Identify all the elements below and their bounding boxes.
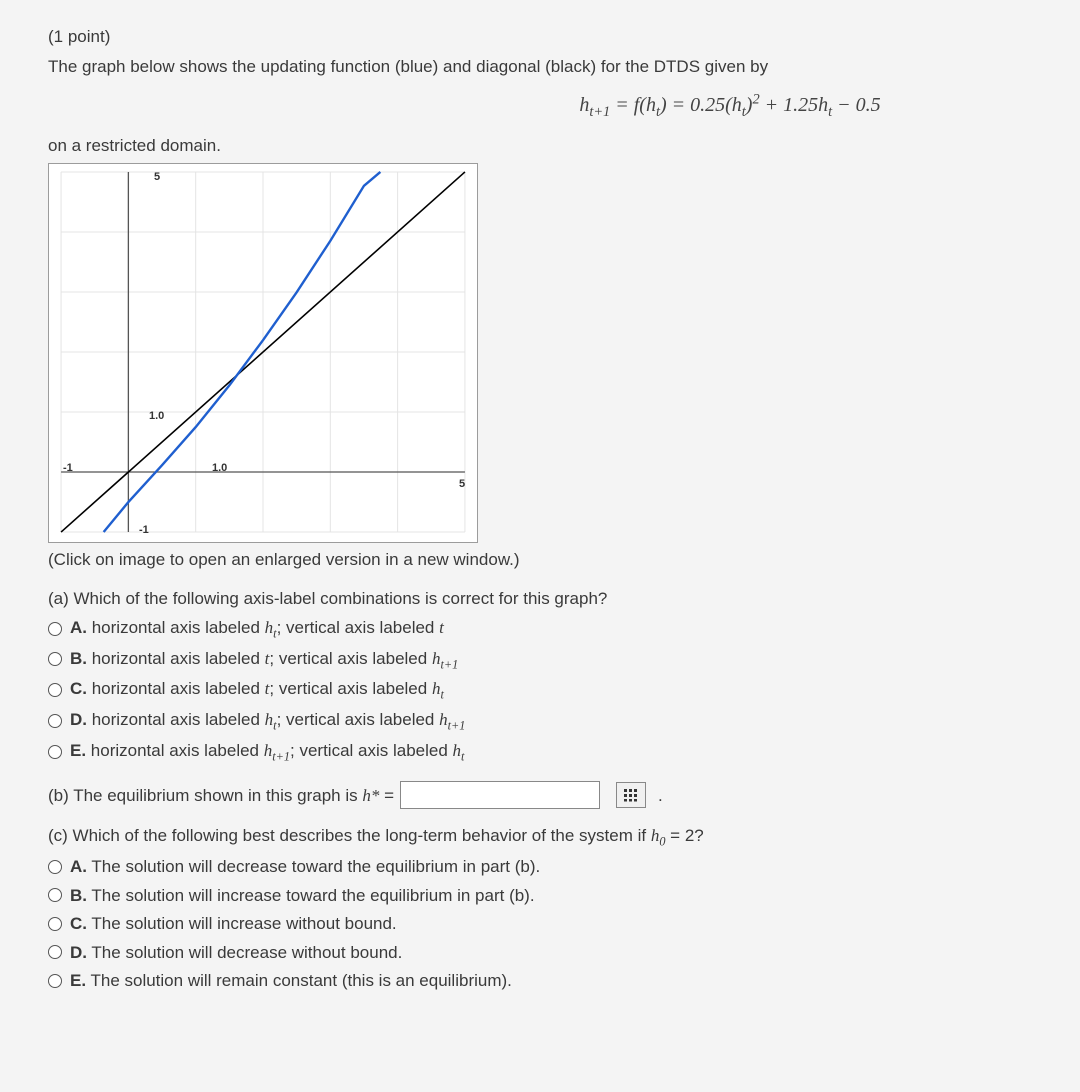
cobweb-chart[interactable]: 5 1.0 -1 1.0 5 -1 [48,163,478,543]
option-c-B[interactable]: B. The solution will increase toward the… [48,883,1032,909]
option-a-E[interactable]: E. horizontal axis labeled ht+1; vertica… [48,738,1032,766]
xtick-5: 5 [459,476,465,493]
option-c-E[interactable]: E. The solution will remain constant (th… [48,968,1032,994]
option-label: D. The solution will decrease without bo… [70,940,402,966]
part-b-prompt: (b) The equilibrium shown in this graph … [48,783,394,809]
radio-icon[interactable] [48,888,62,902]
radio-icon[interactable] [48,652,62,666]
part-c-options: A. The solution will decrease toward the… [48,854,1032,994]
points-label: (1 point) [48,24,1032,50]
radio-icon[interactable] [48,745,62,759]
option-c-D[interactable]: D. The solution will decrease without bo… [48,940,1032,966]
part-a-options: A. horizontal axis labeled ht; vertical … [48,615,1032,766]
part-a-prompt: (a) Which of the following axis-label co… [48,586,1032,612]
ytick-5: 5 [154,169,160,186]
option-c-C[interactable]: C. The solution will increase without bo… [48,911,1032,937]
equation-keypad-button[interactable] [616,782,646,808]
option-a-B[interactable]: B. horizontal axis labeled t; vertical a… [48,646,1032,674]
xtick-1: 1.0 [212,460,227,477]
option-label: B. The solution will increase toward the… [70,883,535,909]
option-label: E. horizontal axis labeled ht+1; vertica… [70,738,464,766]
equation-block: ht+1 = f(ht) = 0.25(ht)2 + 1.25ht − 0.5 [428,89,1032,123]
option-a-D[interactable]: D. horizontal axis labeled ht; vertical … [48,707,1032,735]
chart-svg [49,164,477,542]
option-label: C. The solution will increase without bo… [70,911,397,937]
image-caption: (Click on image to open an enlarged vers… [48,547,1032,573]
option-label: A. The solution will decrease toward the… [70,854,540,880]
ytick-neg1: -1 [139,522,149,539]
part-c-prompt: (c) Which of the following best describe… [48,823,1032,851]
part-b-row: (b) The equilibrium shown in this graph … [48,781,1032,809]
problem-prompt: The graph below shows the updating funct… [48,54,1032,80]
option-c-A[interactable]: A. The solution will decrease toward the… [48,854,1032,880]
option-label: D. horizontal axis labeled ht; vertical … [70,707,465,735]
radio-icon[interactable] [48,860,62,874]
xtick-neg1: -1 [63,460,73,477]
radio-icon[interactable] [48,714,62,728]
part-b-trailing: . [658,783,663,809]
radio-icon[interactable] [48,974,62,988]
keypad-icon [623,788,639,802]
equilibrium-input[interactable] [400,781,600,809]
option-a-A[interactable]: A. horizontal axis labeled ht; vertical … [48,615,1032,643]
option-label: E. The solution will remain constant (th… [70,968,512,994]
radio-icon[interactable] [48,917,62,931]
option-label: C. horizontal axis labeled t; vertical a… [70,676,444,704]
option-label: B. horizontal axis labeled t; vertical a… [70,646,458,674]
radio-icon[interactable] [48,945,62,959]
option-label: A. horizontal axis labeled ht; vertical … [70,615,444,643]
radio-icon[interactable] [48,683,62,697]
radio-icon[interactable] [48,622,62,636]
ytick-1: 1.0 [149,408,164,425]
option-a-C[interactable]: C. horizontal axis labeled t; vertical a… [48,676,1032,704]
domain-line: on a restricted domain. [48,133,1032,159]
